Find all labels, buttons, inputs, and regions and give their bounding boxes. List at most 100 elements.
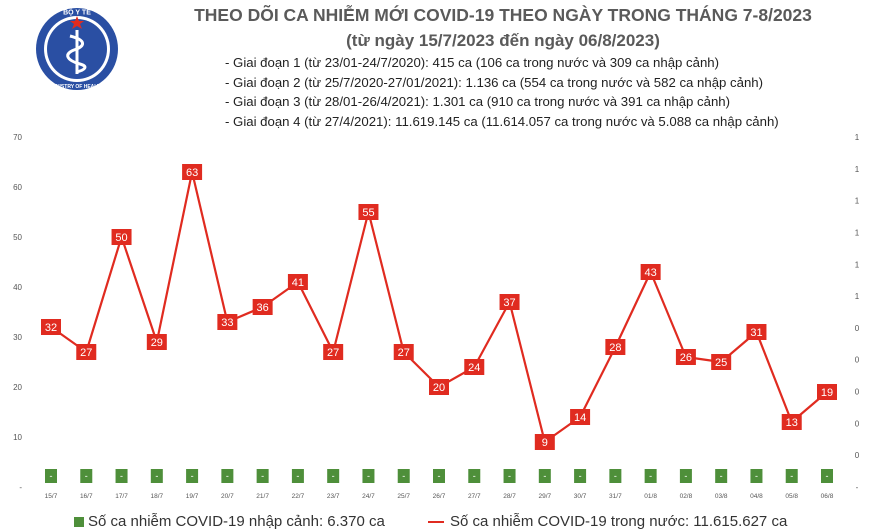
y-left-tick-label: 10 — [13, 433, 22, 442]
x-tick-label: 28/7 — [503, 493, 516, 500]
y-right-tick-label: 0 — [855, 388, 860, 397]
domestic-data-label: 29 — [146, 334, 167, 350]
data-label-box — [429, 379, 449, 395]
y-right-tick-label: 0 — [855, 451, 860, 460]
domestic-data-label: 27 — [76, 344, 97, 360]
data-label-box — [711, 354, 732, 370]
logo-text-top: BỘ Y TẾ — [63, 7, 91, 17]
import-bar-label: - — [155, 471, 158, 481]
y-right-tick-label: - — [856, 483, 859, 492]
import-bar — [821, 469, 833, 483]
x-tick-label: 16/7 — [80, 493, 93, 500]
import-bar-label: - — [367, 471, 370, 481]
chart-title: THEO DÕI CA NHIỄM MỚI COVID-19 THEO NGÀY… — [194, 5, 812, 25]
data-label-value: 63 — [186, 167, 198, 179]
data-label-value: 19 — [821, 387, 833, 399]
domestic-data-label: 32 — [41, 319, 61, 335]
x-tick-label: 30/7 — [574, 493, 587, 500]
y-left-tick-label: - — [19, 483, 22, 492]
domestic-cases-line — [50, 170, 828, 444]
data-label-box — [182, 164, 203, 180]
y-left-tick-label: 20 — [13, 383, 22, 392]
import-bar-label: - — [261, 471, 264, 481]
data-label-box — [570, 409, 591, 425]
import-bar-label: - — [614, 471, 617, 481]
data-label-value: 36 — [257, 302, 269, 314]
domestic-data-label: 50 — [111, 229, 132, 245]
data-label-value: 13 — [786, 417, 798, 429]
x-tick-label: 20/7 — [221, 493, 234, 500]
data-label-value: 9 — [542, 437, 548, 449]
domestic-data-label: 27 — [393, 344, 414, 360]
import-bar — [538, 469, 551, 483]
data-label-box — [217, 314, 238, 330]
logo-text-bottom: MINISTRY OF HEALTH — [50, 84, 104, 90]
domestic-data-label: 20 — [429, 379, 449, 395]
y-left-tick-label: 50 — [13, 233, 22, 242]
import-bar — [291, 469, 304, 483]
import-bar-label: - — [296, 471, 299, 481]
import-bar-label: - — [50, 471, 53, 481]
data-label-box — [252, 299, 273, 315]
data-label-value: 28 — [609, 342, 621, 354]
data-label-box — [781, 414, 802, 430]
import-bar-label: - — [508, 471, 511, 481]
data-label-value: 20 — [433, 382, 445, 394]
import-bar-label: - — [684, 471, 687, 481]
import-bar-label: - — [120, 471, 123, 481]
legend-label-domestic: Số ca nhiễm COVID-19 trong nước: 11.615.… — [450, 513, 788, 530]
y-right-tick-label: 1 — [855, 292, 860, 301]
import-bar-label: - — [826, 471, 829, 481]
data-label-value: 27 — [398, 347, 410, 359]
x-tick-label: 31/7 — [609, 493, 622, 500]
domestic-data-label: 13 — [781, 414, 802, 430]
x-tick-label: 29/7 — [538, 493, 551, 500]
import-bar — [750, 469, 763, 483]
data-label-value: 55 — [362, 207, 374, 219]
data-label-box — [41, 319, 61, 335]
x-tick-label: 18/7 — [150, 493, 163, 500]
x-tick-label: 27/7 — [468, 493, 481, 500]
import-bar-label: - — [85, 471, 88, 481]
domestic-data-label: 31 — [746, 324, 767, 340]
import-bar — [503, 469, 516, 483]
import-bar — [186, 469, 199, 483]
import-bar — [679, 469, 692, 483]
data-label-value: 27 — [80, 347, 92, 359]
import-bar-label: - — [579, 471, 582, 481]
x-axis-ticks: 15/7 16/7 17/7 18/7 19/7 20/7 21/7 22/7 23/7 24/7… — [45, 493, 834, 500]
y-axis-right: 1 1 1 1 1 1 0 0 0 0 0 - — [855, 133, 860, 492]
import-bar — [150, 469, 163, 483]
domestic-data-label: 33 — [217, 314, 238, 330]
import-bar-label: - — [755, 471, 758, 481]
x-tick-label: 17/7 — [115, 493, 128, 500]
domestic-data-label: 25 — [711, 354, 732, 370]
data-label-box — [111, 229, 132, 245]
data-label-box — [393, 344, 414, 360]
data-label-value: 14 — [574, 412, 586, 424]
domestic-data-label: 63 — [182, 164, 203, 180]
y-right-tick-label: 0 — [855, 324, 860, 333]
data-label-value: 27 — [327, 347, 339, 359]
legend-label-import: Số ca nhiễm COVID-19 nhập cảnh: 6.370 ca — [88, 513, 385, 530]
y-right-tick-label: 1 — [855, 197, 860, 206]
x-tick-label: 23/7 — [327, 493, 340, 500]
data-label-box — [640, 264, 661, 280]
data-label-box — [499, 294, 520, 310]
data-label-box — [817, 384, 837, 400]
legend-item-domestic: Số ca nhiễm COVID-19 trong nước: 11.615.… — [428, 513, 787, 530]
import-bar-label: - — [332, 471, 335, 481]
domestic-data-label: 37 — [499, 294, 520, 310]
domestic-data-label: 14 — [570, 409, 591, 425]
phase-notes: - Giai đoạn 1 (từ 23/01-24/7/2020): 415 … — [225, 53, 779, 131]
y-right-tick-label: 0 — [855, 356, 860, 365]
data-label-value: 29 — [151, 337, 163, 349]
data-label-box — [287, 274, 308, 290]
data-label-value: 33 — [221, 317, 233, 329]
import-bar — [327, 469, 340, 483]
x-tick-label: 21/7 — [256, 493, 269, 500]
y-left-tick-label: 30 — [13, 333, 22, 342]
x-tick-label: 04/8 — [750, 493, 763, 500]
phase-note: - Giai đoạn 1 (từ 23/01-24/7/2020): 415 … — [225, 55, 720, 70]
phase-note: - Giai đoạn 4 (từ 27/4/2021): 11.619.145… — [225, 113, 779, 129]
